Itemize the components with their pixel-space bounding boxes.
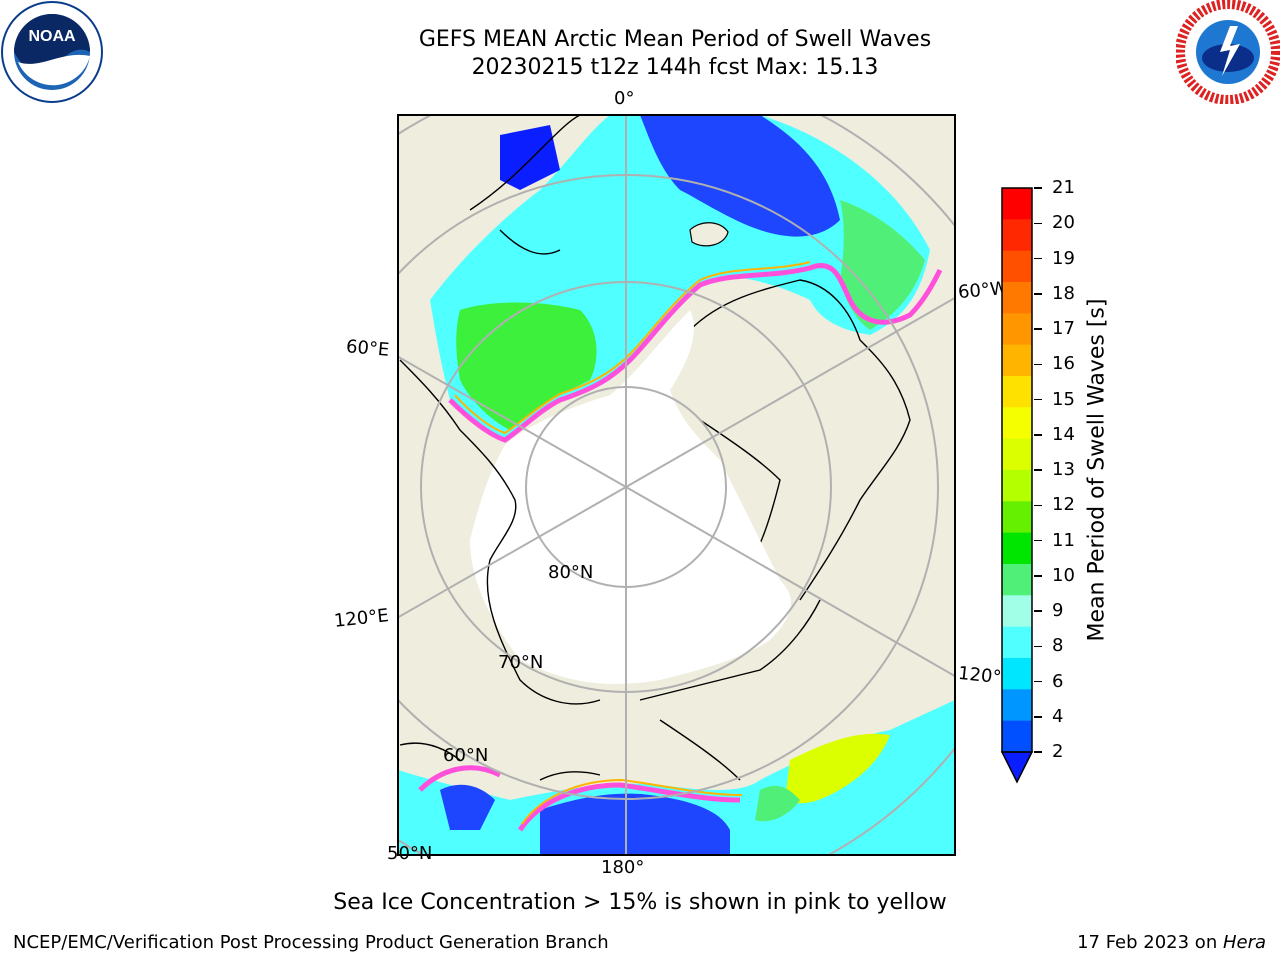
colorbar-tick-label: 13 <box>1052 459 1075 480</box>
colorbar-tick-label: 16 <box>1052 353 1075 375</box>
colorbar-tick-mark <box>1034 575 1042 577</box>
colorbar-tick-label: 2 <box>1052 741 1064 762</box>
colorbar-tick-label: 17 <box>1052 318 1075 339</box>
colorbar-tick-mark <box>1034 293 1042 295</box>
credit-left: NCEP/EMC/Verification Post Processing Pr… <box>13 932 609 953</box>
colorbar-tick-label: 14 <box>1052 423 1075 445</box>
colorbar-tick-label: 10 <box>1052 564 1075 586</box>
colorbar-tick-mark <box>1034 539 1042 542</box>
colorbar-tick-label: 9 <box>1052 600 1064 621</box>
colorbar-tick-mark <box>1034 645 1042 647</box>
colorbar-cell <box>1002 532 1032 565</box>
colorbar-cell <box>1002 564 1032 596</box>
colorbar-tick-mark <box>1034 751 1042 753</box>
credit-host: Hera <box>1222 932 1266 953</box>
coastline-eurasia <box>399 359 601 705</box>
colorbar-tick-label: 18 <box>1052 282 1075 304</box>
barents-green <box>456 302 597 430</box>
colorbar-cell <box>1002 219 1032 252</box>
coastline-scandinavia <box>469 115 581 255</box>
colorbar-cell <box>1002 658 1032 690</box>
arctic-ice <box>470 310 791 684</box>
noaa-logo: NOAA <box>1 1 103 103</box>
colorbar-cell <box>1002 313 1032 346</box>
colorbar-label: Mean Period of Swell Waves [s] <box>1084 298 1110 642</box>
chart-subtitle: 20230215 t12z 144h fcst Max: 15.13 <box>471 55 879 80</box>
noaa-logo-text: NOAA <box>28 28 76 45</box>
footnote: Sea Ice Concentration > 15% is shown in … <box>333 890 947 915</box>
ice-edge-atlantic <box>448 263 943 443</box>
graticule <box>398 115 955 855</box>
lat-label-50n: 50°N <box>387 843 433 864</box>
colorbar-cell <box>1002 407 1032 440</box>
colorbar-cell <box>1002 376 1032 408</box>
gulf-alaska-green <box>755 785 800 822</box>
colorbar-tick-mark <box>1034 328 1042 330</box>
lat-label-80n: 80°N <box>548 562 594 583</box>
credit-right: 17 Feb 2023 on Hera <box>1077 932 1266 953</box>
colorbar-tick-label: 20 <box>1052 212 1075 234</box>
colorbar-tick-label: 11 <box>1052 529 1075 551</box>
colorbar-cell <box>1002 501 1032 534</box>
colorbar <box>1000 187 1034 784</box>
colorbar-tick-mark <box>1034 504 1042 506</box>
colorbar-tick-mark <box>1034 222 1042 224</box>
colorbar-extend-arrow <box>1000 751 1034 784</box>
pacific-deep <box>540 793 730 855</box>
colorbar-cells <box>1002 188 1032 753</box>
colorbar-tick-label: 15 <box>1052 388 1075 410</box>
colorbar-tick-label: 12 <box>1052 494 1075 516</box>
colorbar-tick-mark <box>1034 257 1042 260</box>
colorbar-tick-mark <box>1034 363 1042 365</box>
atlantic-deep <box>640 115 840 237</box>
colorbar-cell <box>1002 188 1032 220</box>
colorbar-tick-label: 8 <box>1052 635 1064 657</box>
coastline-alaska <box>639 599 821 781</box>
pacific-west-deep <box>440 784 495 830</box>
ice-edge-pacific-inner <box>521 778 743 825</box>
colorbar-cell <box>1002 250 1032 283</box>
nws-logo <box>1176 0 1280 104</box>
colorbar-cell <box>1002 470 1032 502</box>
lon-label-180: 180° <box>601 857 645 878</box>
ice-edge-atlantic-inner <box>454 261 811 435</box>
colorbar-tick-mark <box>1034 469 1042 471</box>
colorbar-tick-label: 6 <box>1052 670 1064 692</box>
lon-label-0: 0° <box>614 88 635 109</box>
coastline-siberia <box>399 742 601 781</box>
greenland-sea-green <box>840 200 925 330</box>
map-frame <box>397 114 956 856</box>
colorbar-tick-mark <box>1034 716 1042 718</box>
colorbar-tick-mark <box>1034 610 1042 612</box>
chart-title: GEFS MEAN Arctic Mean Period of Swell Wa… <box>418 27 932 52</box>
colorbar-cell <box>1002 344 1032 377</box>
lat-label-70n: 70°N <box>498 652 544 673</box>
colorbar-tick-mark <box>1034 398 1042 401</box>
colorbar-cell <box>1002 689 1032 722</box>
colorbar-tick-label: 19 <box>1052 247 1075 269</box>
gulf-alaska-yellow <box>785 733 890 804</box>
colorbar-tick-label: 21 <box>1052 177 1075 198</box>
credit-date: 17 Feb 2023 on <box>1077 932 1223 953</box>
colorbar-cell <box>1002 438 1032 471</box>
colorbar-cell <box>1002 720 1032 753</box>
coastline-iceland <box>689 222 729 247</box>
colorbar-tick-mark <box>1034 187 1042 189</box>
lon-label-60e: 60°E <box>345 336 391 361</box>
colorbar-tick-mark <box>1034 680 1042 683</box>
colorbar-cell <box>1002 626 1032 659</box>
lat-label-60n: 60°N <box>443 745 489 766</box>
colorbar-frame <box>1001 187 1033 753</box>
colorbar-tick-mark <box>1034 434 1042 436</box>
colorbar-cell <box>1002 595 1032 628</box>
ice-edge-pacific <box>418 765 741 832</box>
pacific-waves <box>398 700 955 855</box>
colorbar-tick-label: 4 <box>1052 705 1064 727</box>
colorbar-cell <box>1002 282 1032 314</box>
